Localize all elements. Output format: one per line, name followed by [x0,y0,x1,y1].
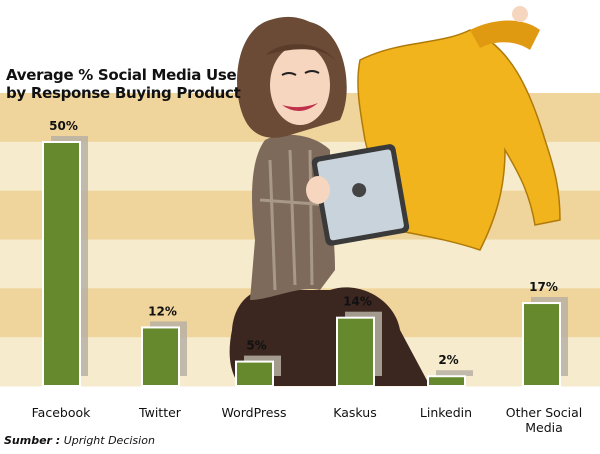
chart-title-line-2: by Response Buying Product [6,84,241,102]
bars: 50% 12% 5% 14% 2% 17% [42,119,568,388]
x-tick-label: Facebook [31,405,91,420]
data-label: 14% [343,295,372,309]
source-text: Upright Decision [63,434,155,447]
chart-title-line-1: Average % Social Media Use [6,66,237,84]
x-tick-label: WordPress [221,405,287,420]
source-label: Sumber : [4,434,61,447]
bar-wordpress [235,360,274,388]
bar-linkedin [427,375,466,387]
bar-other-social-media [522,302,561,388]
data-label: 17% [529,280,558,294]
bar-kaskus [336,316,375,387]
data-label: 5% [246,339,266,353]
source-note: Sumber : Upright Decision [4,434,155,447]
bar-facebook [42,141,81,387]
chart-title: Average % Social Media Use by Response B… [6,66,241,102]
bar-twitter [141,326,180,388]
x-tick-label: Other Social Media [505,405,583,435]
woman-illustration [229,6,561,386]
x-tick-label: Kaskus [333,405,377,420]
x-tick-label: Linkedin [419,405,473,420]
data-label: 2% [438,353,458,367]
data-label: 50% [49,119,78,133]
apple-logo-icon [352,183,367,198]
bar-shadow [436,370,473,376]
data-label: 12% [148,304,177,318]
x-tick-label: Twitter [139,405,181,420]
